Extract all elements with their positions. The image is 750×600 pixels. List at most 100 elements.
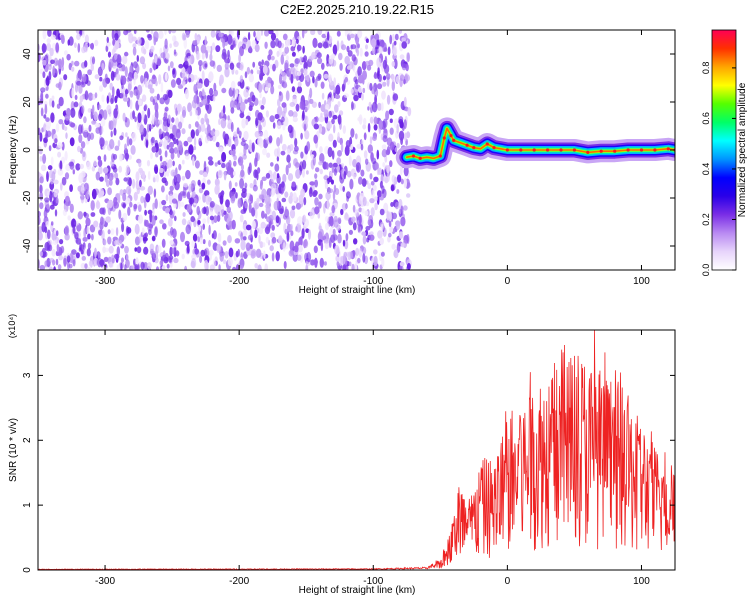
noise-speckle [138, 99, 142, 106]
noise-speckle [83, 182, 89, 193]
noise-speckle [244, 202, 248, 209]
x-tick-label: -200 [229, 576, 249, 587]
noise-speckle [392, 93, 399, 101]
noise-speckle [173, 40, 179, 48]
noise-speckle [304, 130, 310, 140]
noise-speckle [127, 206, 131, 216]
noise-speckle [68, 161, 74, 167]
noise-speckle [113, 108, 118, 119]
noise-speckle [270, 85, 275, 95]
noise-speckle [139, 124, 145, 135]
noise-speckle [161, 264, 166, 270]
noise-speckle [114, 145, 120, 151]
noise-speckle [381, 90, 386, 100]
noise-speckle [362, 196, 367, 207]
noise-speckle [41, 221, 46, 233]
noise-speckle [287, 173, 294, 182]
noise-speckle [129, 99, 133, 110]
noise-speckle [310, 30, 316, 36]
noise-speckle [385, 149, 391, 156]
noise-speckle [358, 248, 362, 258]
noise-speckle [289, 102, 296, 107]
noise-speckle [39, 202, 44, 210]
noise-speckle [270, 32, 277, 41]
noise-speckle [81, 73, 87, 83]
noise-speckle [282, 173, 287, 183]
noise-speckle [204, 259, 209, 270]
noise-speckle [123, 97, 129, 102]
noise-speckle [209, 201, 215, 208]
noise-speckle [144, 209, 148, 216]
noise-speckle [176, 129, 181, 139]
noise-speckle [196, 50, 200, 61]
noise-speckle [102, 246, 106, 254]
noise-speckle [112, 153, 118, 160]
noise-speckle [45, 221, 50, 227]
noise-speckle [55, 123, 60, 133]
noise-speckle [128, 33, 134, 44]
noise-speckle [324, 103, 330, 111]
noise-speckle [193, 83, 197, 94]
noise-speckle [338, 52, 343, 61]
noise-speckle [347, 50, 353, 57]
noise-speckle [333, 219, 339, 228]
noise-speckle [97, 66, 103, 77]
noise-speckle [186, 204, 192, 213]
noise-speckle [252, 184, 258, 192]
noise-speckle [55, 42, 60, 53]
noise-speckle [294, 137, 298, 147]
noise-speckle [206, 166, 209, 174]
noise-speckle [70, 107, 76, 118]
noise-speckle [324, 180, 328, 190]
noise-speckle [133, 191, 138, 201]
noise-speckle [75, 237, 81, 245]
noise-speckle [42, 30, 47, 40]
noise-speckle [345, 233, 349, 242]
noise-speckle [337, 132, 340, 141]
noise-speckle [312, 155, 316, 166]
noise-speckle [126, 136, 130, 147]
noise-speckle [162, 160, 167, 167]
noise-speckle [151, 136, 155, 144]
noise-speckle [342, 186, 346, 192]
noise-speckle [213, 89, 218, 97]
noise-speckle [212, 95, 216, 102]
noise-speckle [301, 228, 305, 239]
noise-speckle [38, 210, 41, 218]
noise-speckle [357, 86, 363, 93]
noise-speckle [197, 179, 201, 186]
noise-speckle [129, 112, 133, 120]
noise-speckle [271, 210, 277, 221]
noise-speckle [396, 142, 400, 149]
noise-speckle [303, 61, 308, 71]
noise-speckle [108, 245, 114, 254]
noise-speckle [295, 168, 301, 179]
noise-speckle [194, 121, 199, 128]
noise-speckle [327, 97, 332, 106]
noise-speckle [312, 76, 315, 84]
noise-speckle [381, 257, 385, 268]
signal-peak-dot [485, 142, 489, 146]
noise-speckle [78, 134, 83, 144]
noise-speckle [145, 193, 151, 203]
noise-speckle [57, 264, 62, 270]
noise-speckle [39, 132, 43, 142]
noise-speckle [247, 97, 253, 103]
noise-speckle [164, 207, 170, 214]
noise-speckle [281, 102, 287, 108]
noise-speckle [361, 93, 364, 101]
noise-speckle [222, 38, 226, 49]
noise-speckle [206, 179, 211, 185]
noise-speckle [133, 203, 138, 210]
noise-speckle [144, 40, 150, 50]
noise-speckle [391, 175, 396, 184]
noise-speckle [250, 69, 254, 75]
noise-speckle [234, 137, 239, 147]
noise-speckle [93, 220, 99, 228]
noise-speckle [202, 218, 207, 224]
noise-speckle [138, 159, 142, 168]
noise-speckle [270, 40, 276, 49]
noise-speckle [112, 86, 115, 97]
noise-speckle [303, 55, 308, 63]
noise-speckle [162, 223, 167, 230]
